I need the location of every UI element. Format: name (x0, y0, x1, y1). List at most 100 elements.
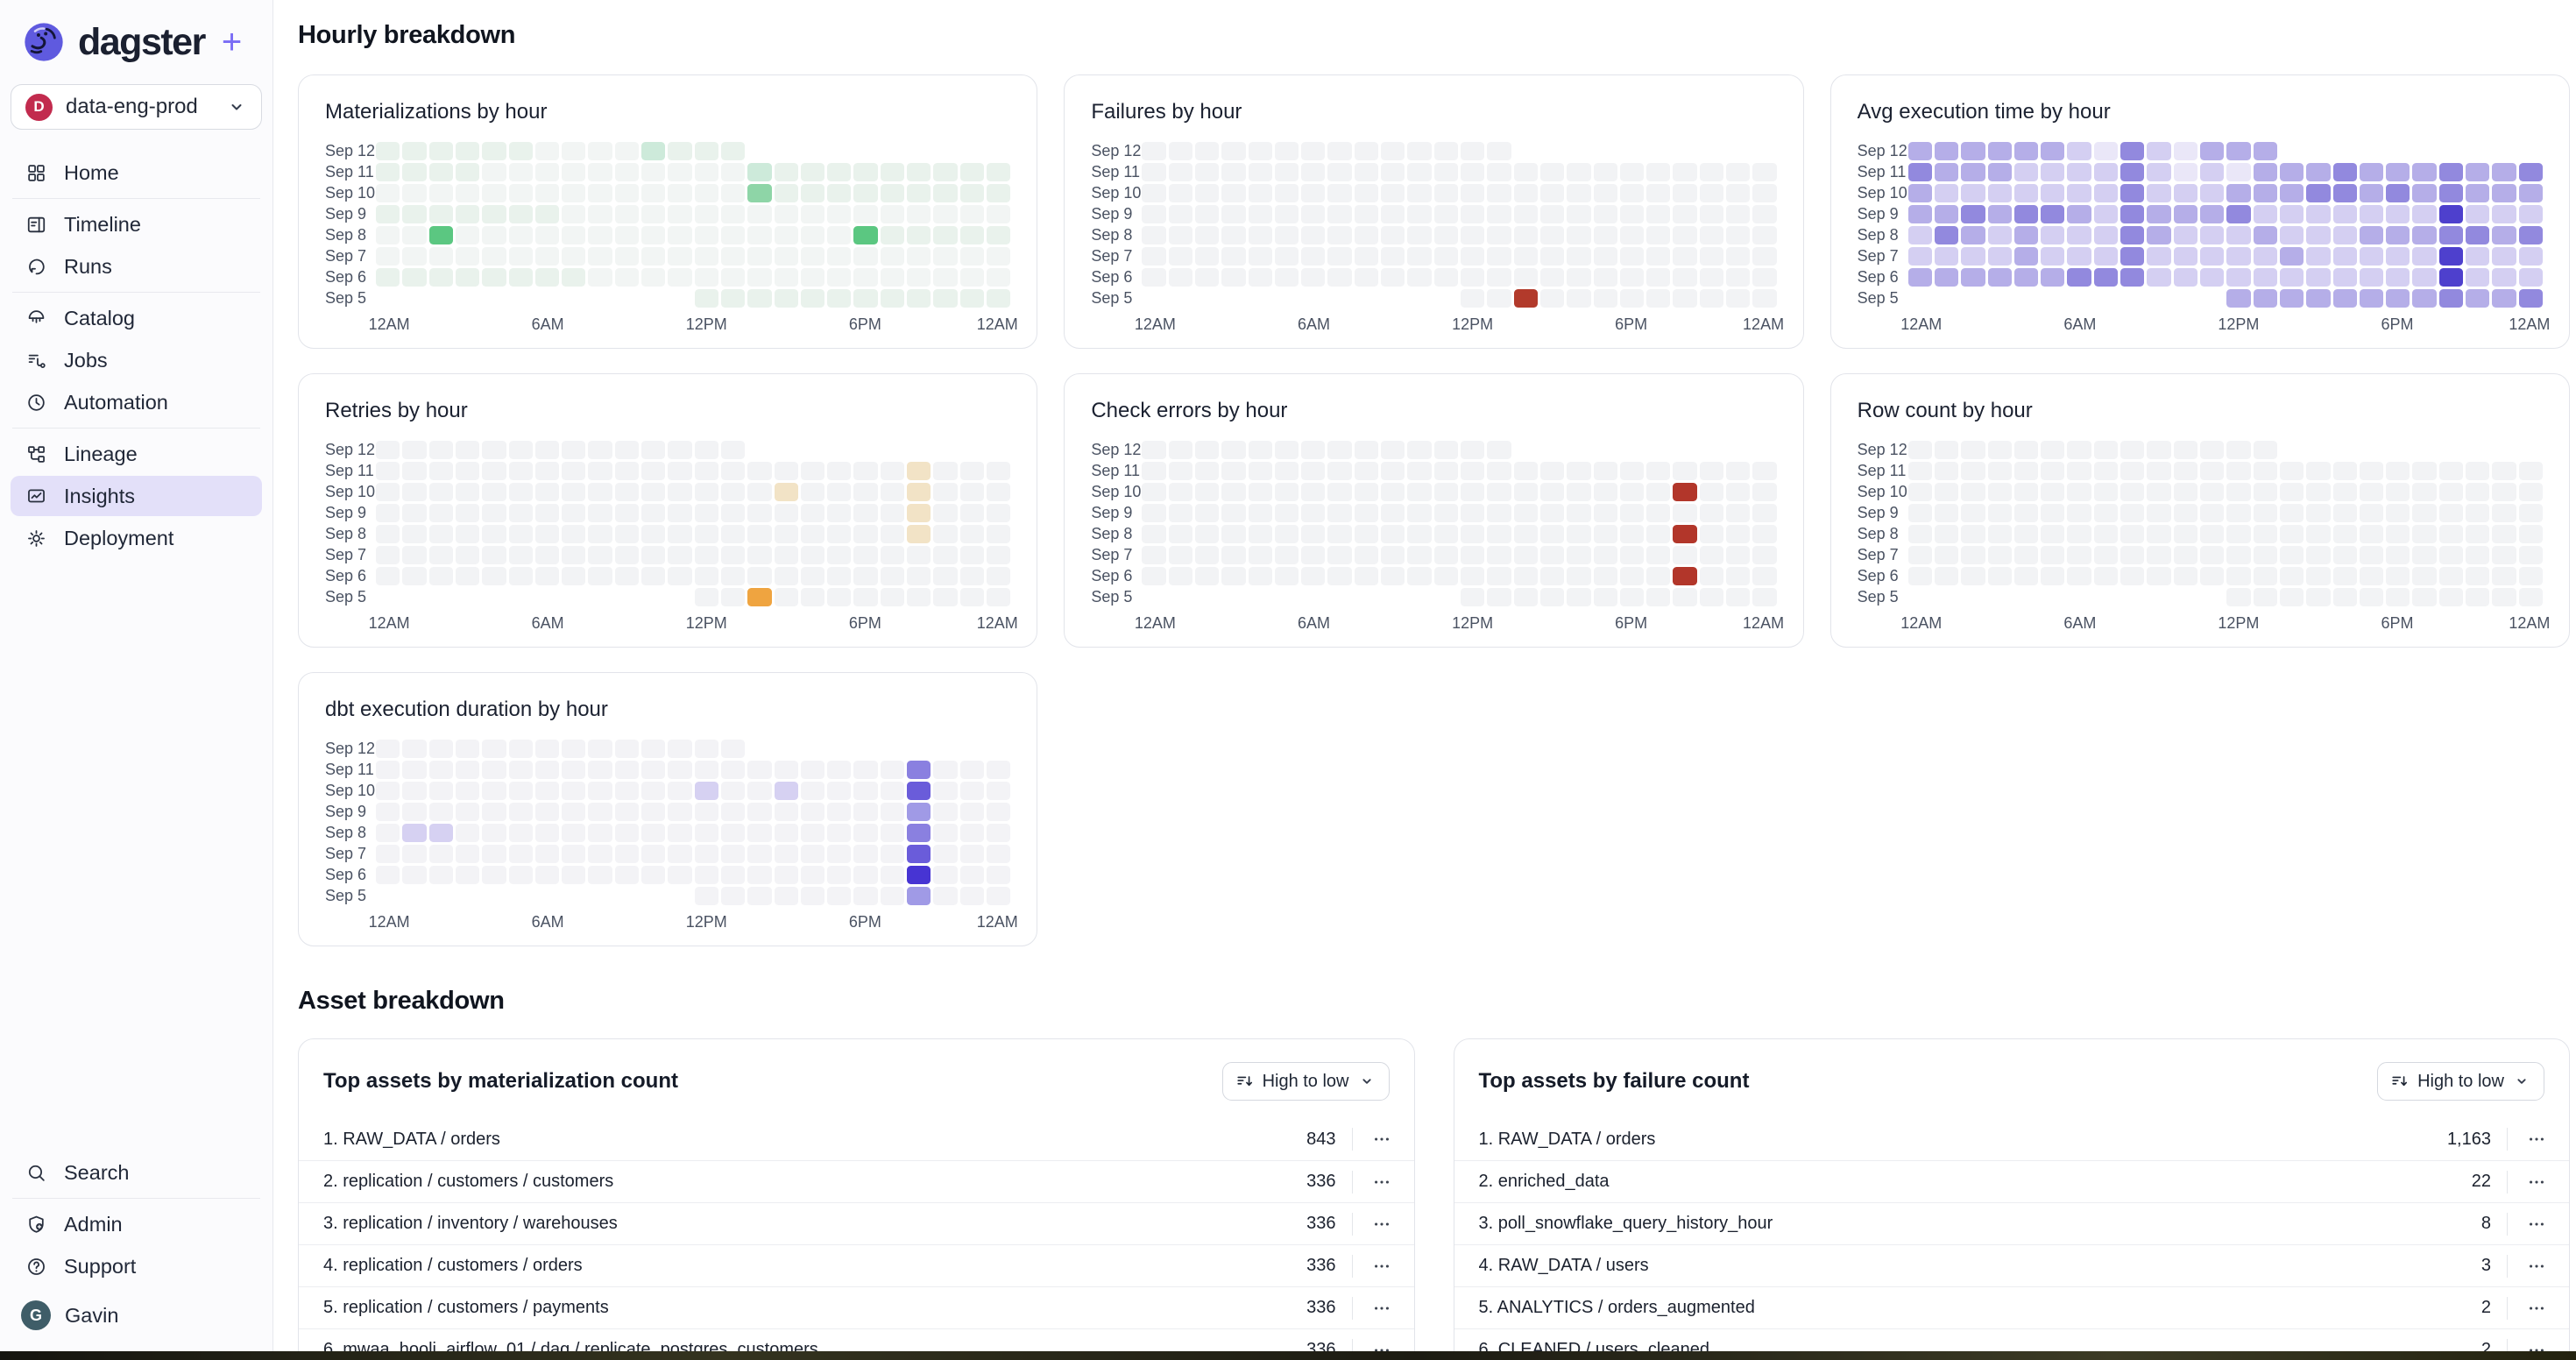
sidebar-item-admin[interactable]: Admin (11, 1204, 262, 1244)
asset-row[interactable]: 3. poll_snowflake_query_history_hour 8 (1454, 1202, 2569, 1244)
heatmap-cell (588, 184, 612, 202)
heatmap-cell (1907, 567, 1932, 585)
heatmap-cell (2492, 441, 2516, 459)
heatmap-cell (1460, 483, 1485, 501)
heatmap-cell (455, 163, 480, 181)
heatmap-cell (1301, 205, 1326, 223)
heatmap-day-row: Sep 10 (1091, 184, 1777, 202)
sidebar-item-label: Support (64, 1254, 137, 1278)
heatmap-cell (2041, 483, 2065, 501)
asset-row[interactable]: 4. RAW_DATA / users 3 (1454, 1244, 2569, 1286)
asset-row[interactable]: 2. enriched_data 22 (1454, 1160, 2569, 1202)
sidebar-item-label: Timeline (64, 212, 141, 236)
sidebar-item-support[interactable]: Support (11, 1246, 262, 1286)
heatmap-cell (720, 268, 746, 287)
asset-menu-button[interactable] (1367, 1293, 1397, 1323)
heatmap-cell (2200, 247, 2225, 266)
heatmap-cell (853, 567, 878, 585)
sidebar-item-timeline[interactable]: Timeline (11, 204, 262, 244)
asset-menu-button[interactable] (2522, 1124, 2551, 1154)
sidebar-item-automation[interactable]: Automation (11, 382, 262, 422)
asset-menu-button[interactable] (2522, 1167, 2551, 1197)
heatmap-day-row: Sep 5 (325, 588, 1011, 606)
asset-row[interactable]: 1. RAW_DATA / orders 1,163 (1454, 1118, 2570, 1160)
heatmap-cell (1961, 546, 1985, 564)
heatmap-cell (880, 504, 905, 522)
asset-row[interactable]: 6. CLEANED / users_cleaned 2 (1454, 1328, 2569, 1360)
hour-tick-label: 12PM (1452, 614, 1494, 632)
asset-menu-button[interactable] (1367, 1251, 1397, 1281)
heatmap-cell (455, 824, 480, 842)
heatmap-cell (641, 462, 666, 480)
asset-row[interactable]: 4. replication / customers / orders 336 (299, 1244, 1414, 1286)
asset-row[interactable]: 5. replication / customers / payments 336 (299, 1286, 1414, 1328)
sort-order-button[interactable]: High to low (1221, 1062, 1390, 1101)
heatmap-cell (853, 504, 878, 522)
hour-axis: 12AM 6AM 12PM 6PM 12AM (1900, 606, 2550, 633)
heatmap-cell (694, 740, 718, 758)
sidebar-item-catalog[interactable]: Catalog (11, 298, 262, 338)
chevron-down-icon (1362, 1079, 1371, 1084)
heatmap-day-row: Sep 5 (1091, 289, 1777, 308)
heatmap-cell (694, 866, 718, 884)
heatmap-cell (1487, 441, 1511, 459)
heatmap-day-row: Sep 9 (325, 504, 1011, 522)
heatmap-day-row: Sep 8 (1858, 525, 2543, 543)
heatmap-cells (376, 546, 1011, 564)
heatmap-cell (1594, 441, 1617, 459)
sidebar-item-jobs[interactable]: Jobs (11, 340, 262, 380)
sidebar-item-insights[interactable]: Insights (11, 476, 262, 516)
heatmap-cell (2067, 588, 2091, 606)
heatmap-cell (827, 184, 852, 202)
insights-icon (28, 489, 45, 502)
heatmap-cell (853, 462, 878, 480)
heatmap-cell (2492, 289, 2516, 308)
asset-row[interactable]: 2. replication / customers / customers 33… (299, 1160, 1414, 1202)
heatmap-cell (428, 546, 453, 564)
heatmap-cell (2438, 268, 2464, 287)
heatmap-cell (1726, 268, 1751, 287)
heatmap-cell (827, 525, 852, 543)
asset-menu-button[interactable] (1367, 1124, 1397, 1154)
heatmap-cell (907, 782, 931, 800)
asset-row[interactable]: 5. ANALYTICS / orders_augmented 2 (1454, 1286, 2569, 1328)
sidebar-item-runs[interactable]: Runs (11, 246, 262, 287)
asset-menu-button[interactable] (1367, 1209, 1397, 1239)
deployment-picker[interactable]: D data-eng-prod (11, 84, 262, 130)
home-icon (28, 164, 45, 181)
heatmap-cell (1407, 462, 1432, 480)
asset-menu-button[interactable] (2522, 1293, 2551, 1323)
sidebar-item-lineage[interactable]: Lineage (11, 434, 262, 474)
heatmap-cells (376, 289, 1011, 308)
heatmap-cell (2147, 462, 2171, 480)
heatmap-cell (907, 247, 931, 266)
heatmap-cell (562, 866, 586, 884)
heatmap-cell (1327, 525, 1352, 543)
asset-menu-button[interactable] (1367, 1167, 1397, 1197)
heatmap-cell (1752, 268, 1777, 287)
sort-order-button[interactable]: High to low (2377, 1062, 2544, 1101)
heatmap-cell (2093, 546, 2119, 564)
asset-row[interactable]: 1. RAW_DATA / orders 843 (299, 1118, 1414, 1160)
heatmap-cell (1460, 504, 1485, 522)
sidebar-item-deployment[interactable]: Deployment (11, 518, 262, 558)
heatmap-cell (2173, 441, 2197, 459)
asset-menu-button[interactable] (1367, 1335, 1397, 1360)
sidebar-nav: Home Timeline Runs Catalog Jobs Automation Lin… (0, 152, 272, 558)
heatmap-cell (800, 247, 825, 266)
sidebar-item-search[interactable]: Search (11, 1152, 262, 1193)
asset-menu-button[interactable] (2522, 1251, 2551, 1281)
sidebar-item-home[interactable]: Home (11, 152, 262, 193)
heatmap-cells (1907, 525, 2543, 543)
user-row[interactable]: G Gavin (11, 1300, 262, 1330)
asset-menu-button[interactable] (2522, 1335, 2551, 1360)
heatmap-cell (774, 483, 798, 501)
heatmap-cell (1487, 525, 1511, 543)
heatmap-cell (641, 887, 665, 905)
hour-tick-label: 12AM (2509, 315, 2551, 333)
day-label: Sep 12 (1091, 441, 1142, 458)
asset-menu-button[interactable] (2522, 1209, 2551, 1239)
app-logo[interactable]: dagster + (0, 14, 272, 67)
asset-row[interactable]: 3. replication / inventory / warehouses 3… (299, 1202, 1414, 1244)
heatmap-cell (428, 803, 453, 821)
